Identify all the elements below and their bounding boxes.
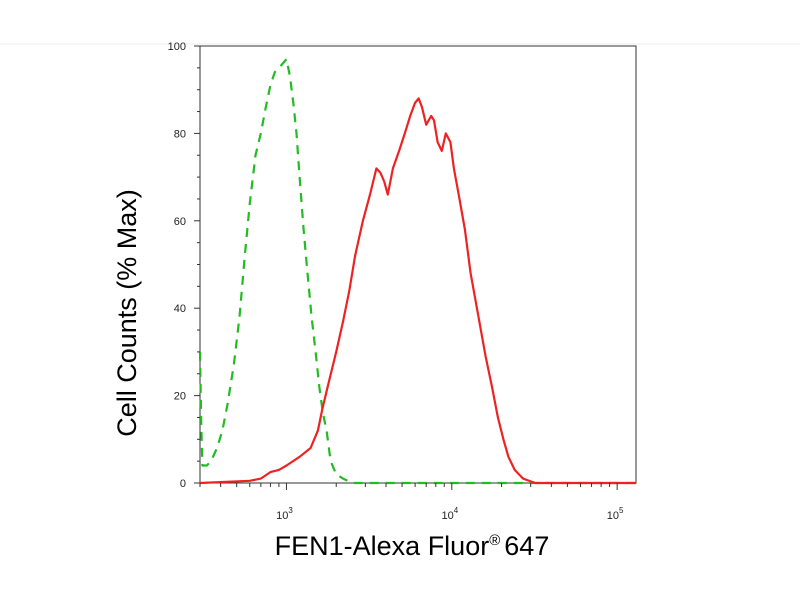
- x-tick-exponent: 3: [288, 506, 293, 515]
- y-axis-title: Cell Counts (% Max): [112, 189, 142, 437]
- y-tick-label: 20: [174, 391, 186, 403]
- x-tick-label: 105: [607, 506, 624, 522]
- x-axis-title-suffix: 647: [504, 531, 549, 561]
- sample-histogram-line: [199, 97, 636, 485]
- x-axis-title-registered-mark: ®: [489, 532, 500, 549]
- y-tick-label: 100: [168, 41, 186, 53]
- y-tick-label: 60: [174, 216, 186, 228]
- y-tick-label: 40: [174, 303, 186, 315]
- plot-curves: [198, 58, 636, 485]
- x-tick-exponent: 4: [454, 506, 459, 515]
- control-histogram-line: [198, 58, 636, 485]
- y-tick-label: 80: [174, 128, 186, 140]
- x-tick-base: 10: [276, 510, 288, 522]
- x-axis-title-main: FEN1-Alexa Fluor: [275, 531, 490, 561]
- x-tick-label: 104: [441, 506, 458, 522]
- x-axis: 103 104 105: [199, 483, 624, 522]
- y-axis: 0 20 40 60 80 100: [168, 41, 200, 490]
- y-tick-label: 0: [180, 478, 186, 490]
- x-tick-label: 103: [276, 506, 293, 522]
- x-tick-base: 10: [441, 510, 453, 522]
- plot-frame: [199, 45, 637, 484]
- x-tick-base: 10: [607, 510, 619, 522]
- x-tick-exponent: 5: [619, 506, 624, 515]
- x-axis-title: FEN1-Alexa Fluor® 647: [275, 531, 550, 561]
